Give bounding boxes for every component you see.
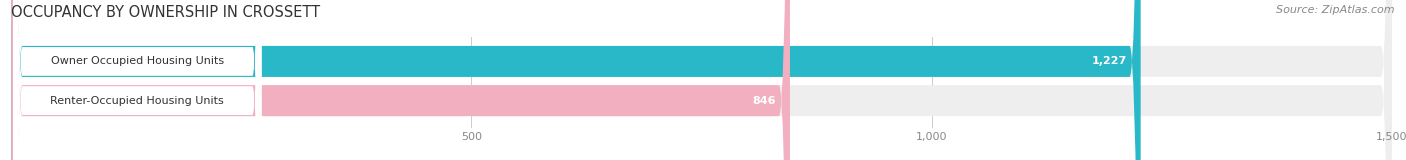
- Text: 1,227: 1,227: [1091, 56, 1126, 66]
- FancyBboxPatch shape: [13, 0, 262, 160]
- Text: OCCUPANCY BY OWNERSHIP IN CROSSETT: OCCUPANCY BY OWNERSHIP IN CROSSETT: [11, 5, 321, 20]
- Text: Owner Occupied Housing Units: Owner Occupied Housing Units: [51, 56, 224, 66]
- Text: 846: 846: [752, 96, 776, 106]
- FancyBboxPatch shape: [13, 0, 262, 160]
- Text: Renter-Occupied Housing Units: Renter-Occupied Housing Units: [51, 96, 224, 106]
- FancyBboxPatch shape: [11, 0, 1392, 160]
- FancyBboxPatch shape: [11, 0, 790, 160]
- FancyBboxPatch shape: [11, 0, 1140, 160]
- FancyBboxPatch shape: [11, 0, 1392, 160]
- Text: Source: ZipAtlas.com: Source: ZipAtlas.com: [1277, 5, 1395, 15]
